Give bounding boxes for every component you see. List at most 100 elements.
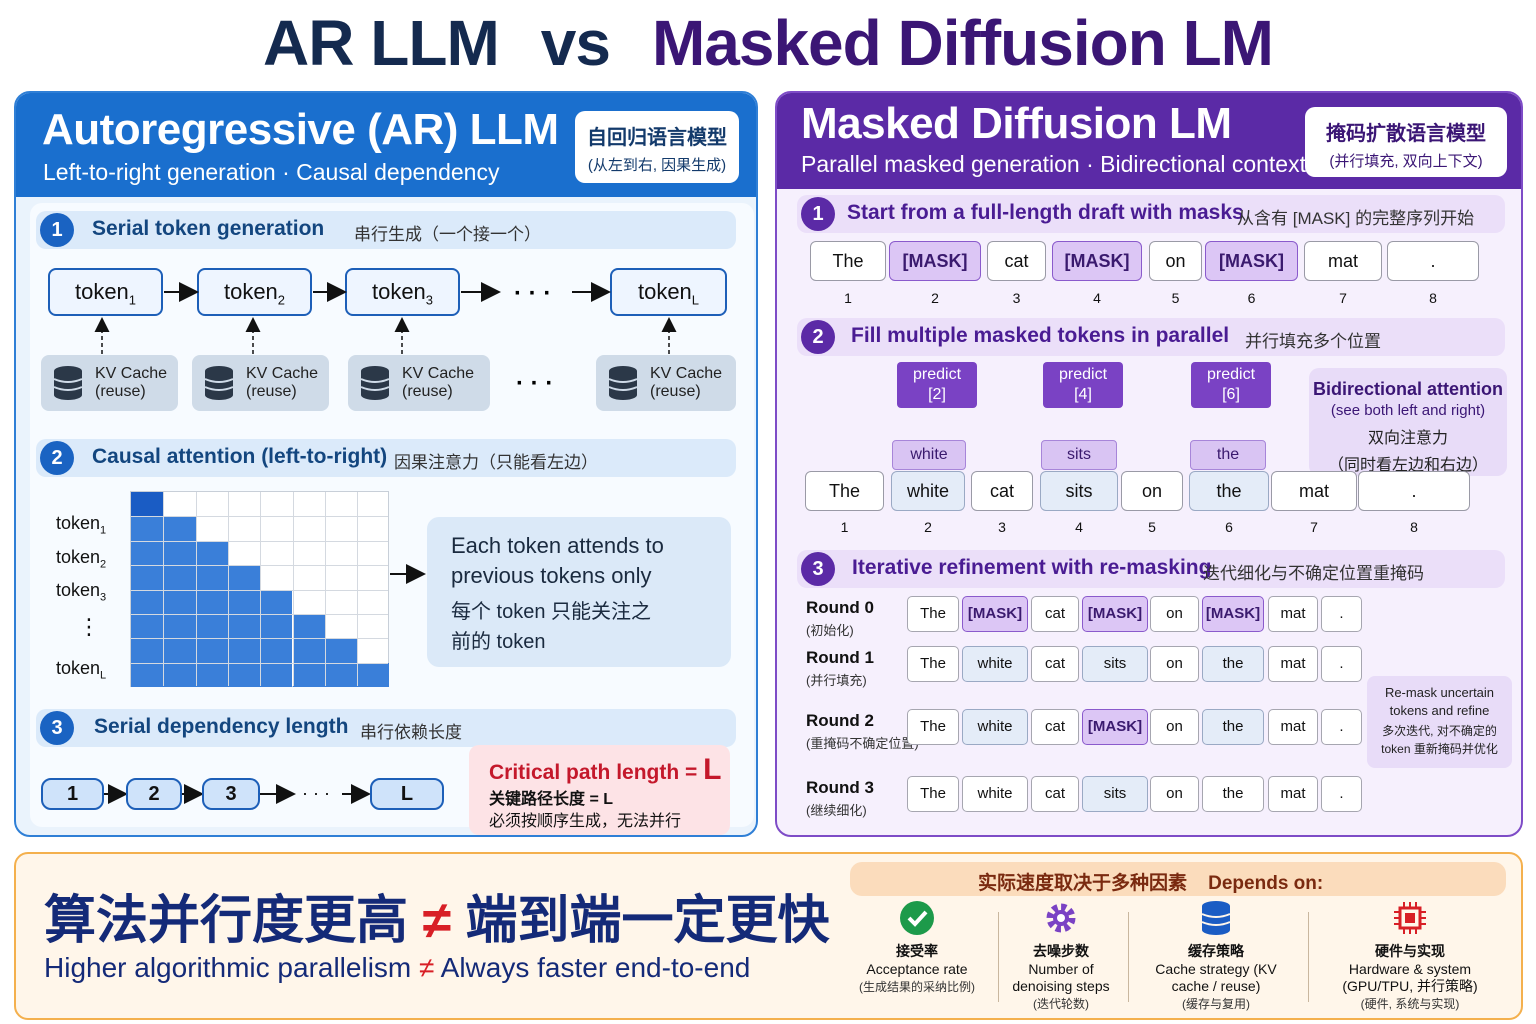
round-token: on	[1150, 776, 1199, 812]
database-icon	[360, 366, 390, 400]
grid-line	[324, 492, 326, 686]
context-token: mat	[1271, 471, 1357, 511]
attention-cell	[227, 638, 261, 663]
row-label: token3	[56, 580, 107, 604]
kv-ellipsis: · · ·	[516, 370, 554, 397]
bidir-zh2: （同时看左边和右边）	[1327, 457, 1488, 474]
round-token: The	[907, 709, 959, 745]
grid-line	[131, 516, 388, 518]
mask-token: [MASK]	[889, 241, 981, 281]
attention-cell-diagonal	[260, 589, 293, 614]
section-title: Start from a full-length draft with mask…	[847, 201, 1244, 224]
round-token: cat	[1031, 596, 1079, 632]
divider	[1128, 912, 1129, 1002]
attention-cell	[131, 614, 164, 639]
attention-cell	[195, 589, 228, 614]
attention-cell	[163, 589, 196, 614]
section-zh: 串行生成（一个接一个）	[354, 225, 541, 244]
round-token: mat	[1268, 709, 1318, 745]
grid-line	[131, 638, 388, 640]
divider	[998, 912, 999, 1002]
position-index: 2	[931, 290, 939, 306]
section-number: 1	[801, 197, 835, 231]
round-name: Round 3	[806, 778, 874, 797]
grid-line	[163, 492, 165, 686]
round-token: the	[1202, 709, 1264, 745]
kv-sub: (reuse)	[650, 383, 701, 400]
chain-step: 3	[202, 778, 260, 810]
remask-zh: 多次迭代, 对不确定的token 重新掩码并优化	[1381, 724, 1498, 756]
chain-step: 1	[41, 778, 104, 810]
mask-token: [MASK]	[1205, 241, 1298, 281]
round-token: .	[1321, 646, 1362, 682]
grid-line	[131, 540, 388, 542]
attention-cell-diagonal	[131, 492, 164, 517]
ar-header: Autoregressive (AR) LLM Left-to-right ge…	[16, 93, 756, 197]
position-index: 8	[1429, 290, 1437, 306]
attention-cell	[227, 614, 261, 639]
attention-cell	[292, 638, 325, 663]
section-zh: 串行依赖长度	[360, 723, 462, 742]
round-token: on	[1150, 709, 1199, 745]
attention-cell	[324, 662, 358, 688]
kv-cache: KV Cache (reuse)	[192, 355, 329, 411]
attention-cell	[163, 540, 196, 566]
section-zh: 因果注意力（只能看左边）	[394, 453, 598, 472]
position-index: 5	[1148, 519, 1156, 535]
position-index: 7	[1310, 519, 1318, 535]
attention-cell	[131, 565, 164, 590]
depends-header: 实际速度取决于多种因素 Depends on:	[850, 862, 1506, 896]
explain-en: Each token attends to previous tokens on…	[451, 533, 664, 588]
ar-title: Autoregressive (AR) LLM	[42, 105, 559, 154]
ar-badge: 自回归语言模型 (从左到右, 因果生成)	[575, 111, 739, 183]
position-index: 4	[1093, 290, 1101, 306]
position-index: 3	[1012, 290, 1021, 306]
section-number: 3	[801, 552, 835, 586]
bidirectional-note: Bidirectional attention (see both left a…	[1309, 368, 1507, 476]
kv-sub: (reuse)	[95, 383, 146, 400]
database-icon	[1201, 901, 1231, 935]
title-ar: AR LLM	[263, 7, 500, 79]
database-icon	[608, 366, 638, 400]
round-token: cat	[1031, 646, 1079, 682]
attention-cell	[195, 565, 228, 590]
md-section1-header: 1 Start from a full-length draft with ma…	[797, 195, 1505, 233]
round-token: The	[907, 596, 959, 632]
causal-attention-grid	[130, 491, 390, 688]
section-zh: 并行填充多个位置	[1245, 332, 1381, 351]
token-box: token3	[345, 268, 460, 316]
section-zh: 迭代细化与不确定位置重掩码	[1203, 564, 1424, 583]
context-token: cat	[971, 471, 1033, 511]
bidir-zh: 双向注意力	[1367, 430, 1448, 447]
md-badge: 掩码扩散语言模型 (并行填充, 双向上下文)	[1305, 107, 1507, 177]
grid-line	[131, 614, 388, 615]
attention-cell	[131, 540, 164, 566]
predict-box: predict [2]	[897, 362, 977, 408]
factor-steps: 去噪步数 Number of denoising steps (迭代轮数)	[1006, 900, 1116, 1012]
draft-token: on	[1149, 241, 1202, 281]
database-icon	[204, 366, 234, 400]
predict-box: predict [4]	[1043, 362, 1123, 408]
section-number: 2	[40, 441, 74, 475]
depends-text: 实际速度取决于多种因素 Depends on:	[978, 873, 1324, 894]
factor-hardware: 硬件与实现 Hardware & system (GPU/TPU, 并行策略) …	[1330, 900, 1490, 1012]
grid-line	[131, 662, 388, 664]
title-vs: vs	[540, 7, 611, 79]
ar-badge-zh: 自回归语言模型	[587, 127, 727, 149]
token-box: token1	[48, 268, 163, 316]
attention-cell-diagonal	[292, 614, 325, 639]
position-index: 5	[1171, 290, 1180, 306]
md-badge-zh: 掩码扩散语言模型	[1326, 123, 1486, 145]
round-token: white	[962, 776, 1028, 812]
section-title: Serial dependency length	[94, 715, 349, 738]
ar-badge-sub: (从左到右, 因果生成)	[587, 157, 727, 174]
draft-token: The	[810, 241, 886, 281]
section-title: Fill multiple masked tokens in parallel	[851, 324, 1230, 347]
round-token: white	[962, 709, 1028, 745]
attention-cell-diagonal	[324, 638, 358, 663]
row-label: token1	[56, 513, 107, 537]
bottom-en: Higher algorithmic parallelism ≠ Always …	[44, 952, 751, 983]
context-token: The	[805, 471, 884, 511]
critical-path-box: Critical path length = L 关键路径长度 = L 必须按顺…	[469, 745, 730, 835]
round-token: white	[962, 646, 1028, 682]
